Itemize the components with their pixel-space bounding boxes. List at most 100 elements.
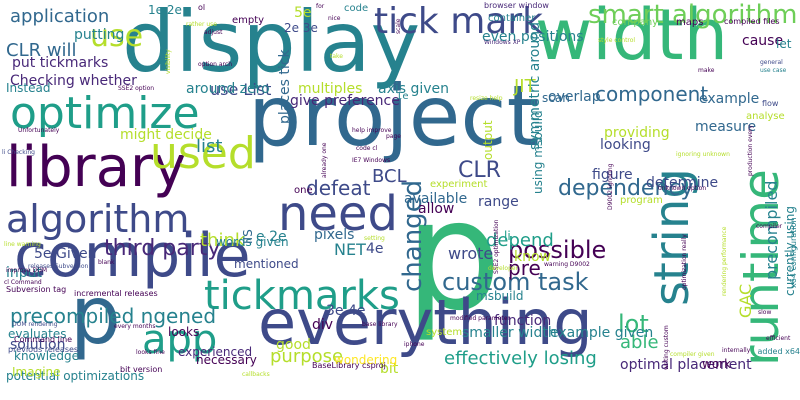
word: good: [276, 338, 311, 352]
word: mentioned: [234, 258, 299, 270]
word: 3e 4e: [326, 304, 366, 318]
word: places tick: [278, 49, 292, 124]
word: scan: [542, 92, 570, 104]
word: Subversion tag: [6, 286, 66, 294]
word: code cl: [356, 146, 377, 152]
word: one: [294, 186, 313, 196]
word: multiples: [298, 82, 362, 96]
word: providing: [604, 126, 670, 140]
word: take: [330, 54, 343, 60]
word: GAC: [738, 284, 754, 318]
word: empty: [232, 16, 264, 26]
word: NET: [334, 242, 366, 258]
word: example: [699, 92, 759, 106]
word: improve DOM: [6, 268, 47, 274]
word: application: [10, 8, 109, 26]
word: putting: [74, 28, 124, 42]
word: looks: [168, 326, 199, 338]
word: slow: [758, 310, 771, 316]
word: Windows XP: [484, 40, 520, 46]
word: tickmarks: [204, 276, 400, 316]
word: optimal placement: [620, 358, 752, 372]
word: resize help: [470, 96, 503, 102]
word: put tickmarks: [12, 56, 108, 70]
word: allow: [418, 202, 454, 216]
word: around zero: [186, 82, 270, 96]
word: incremental releases: [74, 290, 158, 298]
word: precompiled: [764, 181, 780, 280]
word: work: [702, 358, 731, 370]
word: rather use: [186, 22, 217, 28]
word: nice: [328, 16, 340, 22]
word: bit version: [120, 366, 162, 374]
word: li Checking: [2, 150, 35, 156]
word: IIS: [242, 229, 254, 244]
word: ignoring unknown: [676, 152, 730, 158]
word: internally: [722, 348, 750, 354]
word: line warning: [4, 242, 41, 248]
word: range: [478, 195, 519, 209]
word: efficient: [766, 336, 790, 342]
word: rendering performance: [722, 227, 728, 296]
word: ol: [198, 4, 205, 12]
word: effectively losing: [444, 350, 597, 368]
word: added x64: [757, 348, 800, 356]
word: compiler: [756, 224, 782, 230]
word: let: [776, 38, 791, 50]
word: scale: [396, 19, 402, 34]
word: system: [426, 328, 462, 338]
word: container: [488, 14, 535, 24]
word: 1e 2e: [148, 4, 182, 16]
word: using msbuild: [532, 110, 544, 194]
word: experiment: [430, 180, 487, 190]
word: style control: [598, 38, 635, 44]
word: div: [312, 318, 333, 332]
word: visibility: [166, 49, 172, 74]
word: setting: [364, 236, 385, 242]
word: maps: [676, 18, 703, 28]
word: axis given: [378, 82, 449, 96]
word: smaller width: [462, 326, 557, 340]
word: flow: [762, 100, 778, 108]
word: DOM rendering: [12, 322, 58, 328]
word: Unfortunately: [18, 128, 59, 134]
word: 2e 3e: [284, 22, 318, 34]
word: Instead: [6, 82, 50, 94]
word: might decide: [120, 128, 212, 142]
word: writing custom: [664, 325, 670, 370]
word: 1e: [396, 92, 409, 102]
word: wrote: [448, 246, 493, 262]
word: x64 configuration: [790, 217, 798, 288]
word: browser window: [484, 2, 549, 10]
word: necessary: [196, 354, 257, 366]
word: SSE2 option: [118, 86, 154, 92]
word: e 2e: [256, 230, 287, 244]
word: modified parameter: [450, 316, 510, 322]
word: make: [698, 68, 714, 74]
word: code: [344, 4, 368, 14]
word: use case: [760, 68, 786, 74]
word: general: [760, 60, 783, 66]
word: base library: [362, 322, 398, 328]
word: Command line: [14, 336, 72, 344]
word: cl Command: [4, 280, 42, 286]
word: warning D9002: [544, 262, 590, 268]
word: component: [595, 84, 708, 104]
word: BaseLibrary csproj: [312, 362, 386, 370]
word: unknown option: [658, 186, 706, 192]
word: algorithm: [6, 200, 189, 238]
word: company: [612, 18, 658, 28]
word: iphone: [404, 342, 424, 348]
word: example given: [550, 326, 653, 340]
word: production every: [748, 125, 754, 176]
word: blank: [98, 260, 114, 266]
word: adjust: [204, 30, 222, 36]
word: every months: [114, 324, 155, 330]
word: optimization really: [682, 234, 688, 290]
word: for: [316, 4, 324, 10]
word: li: [504, 230, 511, 242]
word: 4e: [366, 242, 384, 256]
word: Imagine: [12, 366, 61, 378]
word: msbuild: [476, 290, 523, 302]
